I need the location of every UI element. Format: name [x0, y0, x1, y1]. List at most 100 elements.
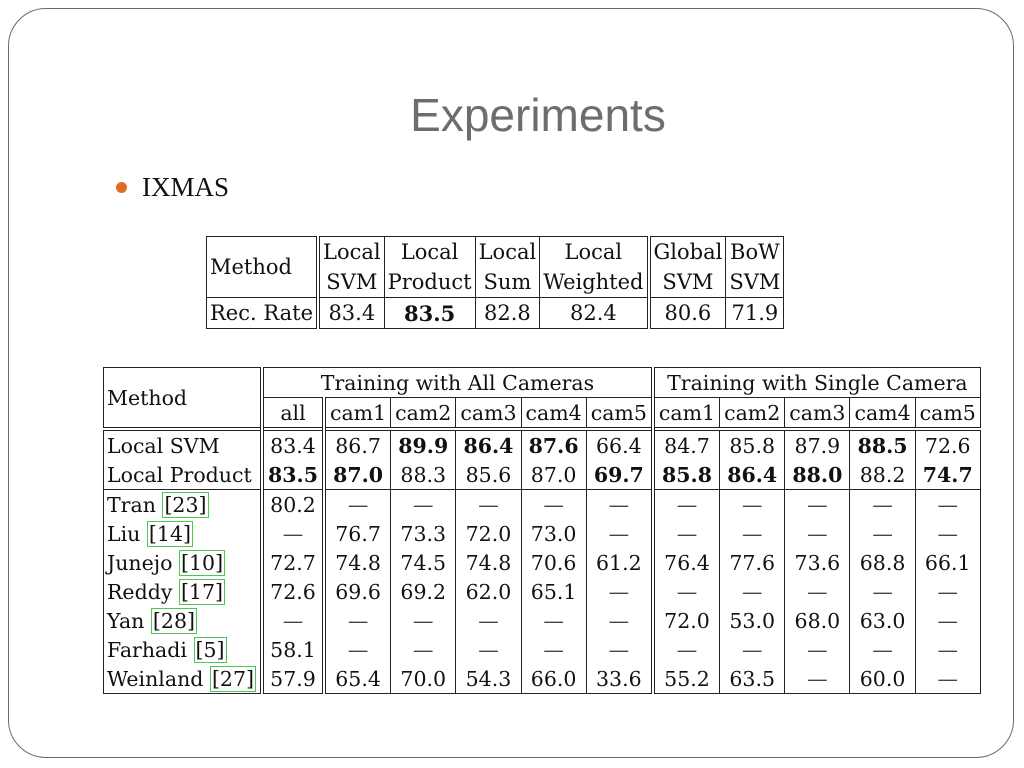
- table2-cell: 72.0: [455, 519, 522, 548]
- citation-link[interactable]: [14]: [146, 520, 193, 547]
- table2-col-header: cam4: [849, 397, 916, 429]
- table1-cell: 83.4: [317, 297, 385, 329]
- table2-cell: —: [849, 489, 916, 519]
- citation-link[interactable]: [27]: [209, 665, 257, 692]
- citation-link[interactable]: [17]: [178, 578, 226, 605]
- table1-col-header: Sum: [474, 267, 541, 298]
- table2-cell: —: [585, 519, 655, 548]
- table2-cell: 73.3: [390, 519, 457, 548]
- table2-cell: 63.5: [719, 664, 786, 694]
- table2-cell: 69.6: [323, 577, 392, 606]
- table2-cell: 73.0: [520, 519, 587, 548]
- table2-cell: —: [323, 635, 392, 664]
- table2-cell: 57.9: [261, 664, 326, 694]
- table2-cell: —: [652, 635, 721, 664]
- table1-col-header: Local: [539, 236, 651, 267]
- citation-link[interactable]: [28]: [150, 607, 197, 634]
- table1-cell: 83.5: [383, 297, 476, 329]
- table2-row: Liu [14] —76.7 73.3 72.0 73.0— — — — — —: [103, 519, 981, 548]
- table2-row: Weinland [27] 57.9 65.4 70.0 54.3 66.0 33.6 55.…: [103, 664, 981, 694]
- bullet-text: IXMAS: [142, 172, 230, 202]
- table2-cell: —: [849, 577, 916, 606]
- slide-title: Experiments: [410, 89, 666, 141]
- table2-cell: —: [455, 606, 522, 635]
- table2-cell: 69.2: [390, 577, 457, 606]
- table1-col-header: Local: [474, 236, 541, 267]
- table2-col-header: cam3: [455, 397, 522, 429]
- table2-cell: 69.7: [585, 460, 655, 490]
- table2-cell: 66.4: [585, 427, 655, 460]
- table1-cell: 71.9: [725, 297, 785, 329]
- table2-cell: —: [520, 606, 587, 635]
- citation-link[interactable]: [5]: [193, 636, 227, 663]
- table2-method-name: Farhadi [5]: [103, 635, 265, 664]
- table2-cell: 74.7: [914, 460, 981, 490]
- table2-method-name: Local Product: [103, 460, 265, 490]
- table2-cell: —: [719, 577, 786, 606]
- table2-cell: 72.7: [261, 548, 326, 577]
- table1-col-header: Global: [647, 236, 727, 267]
- table2-cell: 33.6: [585, 664, 655, 694]
- table2-col-header: cam1: [652, 397, 721, 429]
- table1-col-header: Weighted: [539, 267, 651, 298]
- table2-cell: 54.3: [455, 664, 522, 694]
- table1-col-header: SVM: [317, 267, 385, 298]
- citation-link[interactable]: [10]: [179, 549, 226, 576]
- citation-link[interactable]: [23]: [162, 491, 209, 518]
- table2-row: Yan [28] — — — — — —72.0 53.0 68.0 63.0—: [103, 606, 981, 635]
- table2-cell: —: [914, 519, 981, 548]
- table2-cell: 88.3: [390, 460, 457, 490]
- table2-cell: —: [585, 489, 655, 519]
- table2-cell: 72.6: [914, 427, 981, 460]
- table2-cell: 88.5: [849, 427, 916, 460]
- table2-group-single-camera: Training with Single Camera: [652, 367, 981, 398]
- table2-cell: —: [455, 489, 522, 519]
- table2-cell: 83.5: [261, 460, 326, 490]
- table2-cell: 86.4: [455, 427, 522, 460]
- table2-row: Reddy [17] 72.6 69.6 69.2 62.0 65.1— — — — — —: [103, 577, 981, 606]
- table2-cell: 70.0: [390, 664, 457, 694]
- table2-cell: 87.9: [784, 427, 851, 460]
- ixmas-results-table: Method Training with All Cameras Trainin…: [103, 367, 981, 694]
- table1-cell: 82.4: [539, 297, 651, 329]
- table2-cell: —: [914, 577, 981, 606]
- table2-col-header: cam3: [784, 397, 851, 429]
- table2-row: Local SVM 83.4 86.7 89.9 86.4 87.6 66.4 84.7 85.…: [103, 427, 981, 460]
- table2-cell: —: [323, 489, 392, 519]
- table2-cell: —: [914, 606, 981, 635]
- table2-group-all-cameras: Training with All Cameras: [261, 367, 655, 398]
- table2-cell: 85.8: [719, 427, 786, 460]
- table2-cell: 66.0: [520, 664, 587, 694]
- table2-cell: —: [849, 635, 916, 664]
- table2-cell: 86.4: [719, 460, 786, 490]
- table2-cell: 76.7: [323, 519, 392, 548]
- table1-method-header: Method: [206, 236, 321, 298]
- table2-cell: —: [784, 635, 851, 664]
- table2-cell: 87.6: [520, 427, 587, 460]
- bullet-dot-icon: [116, 182, 127, 193]
- table2-cell: 73.6: [784, 548, 851, 577]
- table2-method-name: Tran [23]: [103, 489, 265, 519]
- table2-cell: 60.0: [849, 664, 916, 694]
- table2-cell: —: [914, 489, 981, 519]
- table1-row: Rec. Rate 83.4 83.5 82.8 82.4 80.6 71.9: [206, 297, 785, 329]
- table1-row-label: Rec. Rate: [206, 297, 321, 329]
- table2-col-header: cam1: [323, 397, 392, 429]
- table2-col-header: cam5: [914, 397, 981, 429]
- table2-cell: 74.8: [455, 548, 522, 577]
- table2-cell: —: [520, 635, 587, 664]
- table2-cell: 74.5: [390, 548, 457, 577]
- table2-method-header: Method: [103, 367, 265, 429]
- table2-cell: 65.1: [520, 577, 587, 606]
- table2-cell: —: [784, 577, 851, 606]
- table1-col-header: SVM: [725, 267, 785, 298]
- table2-cell: 86.7: [323, 427, 392, 460]
- table2-cell: —: [323, 606, 392, 635]
- table1-col-header: Local: [383, 236, 476, 267]
- table2-cell: 53.0: [719, 606, 786, 635]
- table2-row: Farhadi [5] 58.1— — — — — — — — — —: [103, 635, 981, 664]
- table2-cell: —: [520, 489, 587, 519]
- table2-cell: 84.7: [652, 427, 721, 460]
- table2-cell: —: [784, 489, 851, 519]
- bullet-item: IXMAS: [116, 172, 229, 203]
